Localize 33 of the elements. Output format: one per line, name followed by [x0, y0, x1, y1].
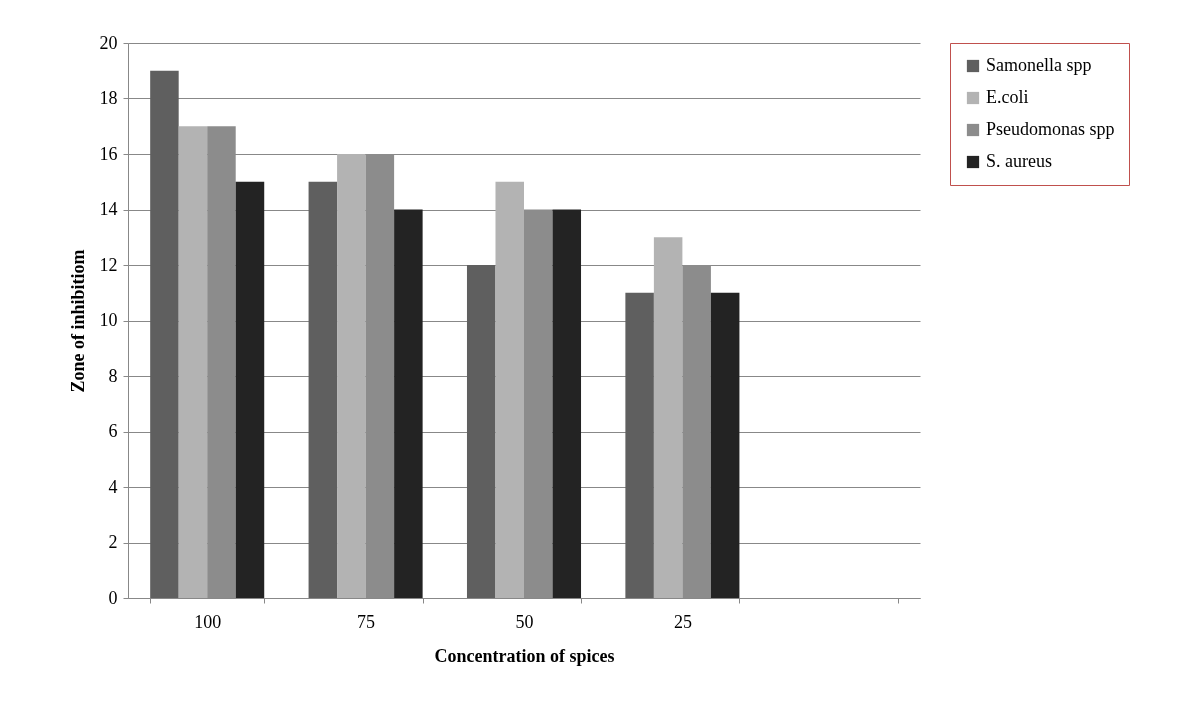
x-tick-label: 100	[194, 611, 222, 632]
bar	[552, 209, 582, 598]
bar	[308, 181, 338, 598]
x-tick-label: 25	[673, 611, 692, 632]
y-tick-label: 6	[108, 421, 118, 441]
bar	[466, 265, 496, 598]
bar	[150, 70, 179, 598]
bar	[495, 181, 524, 598]
x-axis-title: Concentration of spices	[434, 645, 615, 666]
legend-label: S. aureus	[986, 151, 1052, 171]
x-tick-label: 50	[515, 611, 534, 632]
y-tick-label: 14	[99, 199, 118, 219]
bar	[394, 209, 423, 598]
y-tick-label: 18	[99, 88, 118, 108]
legend-label: E.coli	[986, 87, 1029, 107]
y-tick-label: 16	[99, 143, 118, 164]
y-tick-label: 12	[99, 254, 118, 275]
x-tick-label: 75	[357, 611, 376, 632]
bar	[653, 237, 683, 598]
y-tick-label: 8	[108, 365, 118, 386]
y-tick-label: 2	[108, 532, 118, 552]
y-tick-label: 0	[108, 587, 118, 608]
y-tick-label: 4	[108, 476, 118, 497]
bar	[178, 126, 208, 598]
y-tick-label: 20	[99, 32, 118, 53]
y-tick-label: 10	[99, 310, 118, 330]
bar	[235, 181, 265, 598]
bar	[337, 154, 366, 598]
legend-label: Pseudomonas spp	[986, 119, 1115, 139]
y-axis-title: Zone of inhibitiom	[67, 249, 88, 393]
bar	[710, 292, 740, 598]
legend-label: Samonella spp	[986, 55, 1092, 75]
bar	[625, 292, 654, 598]
